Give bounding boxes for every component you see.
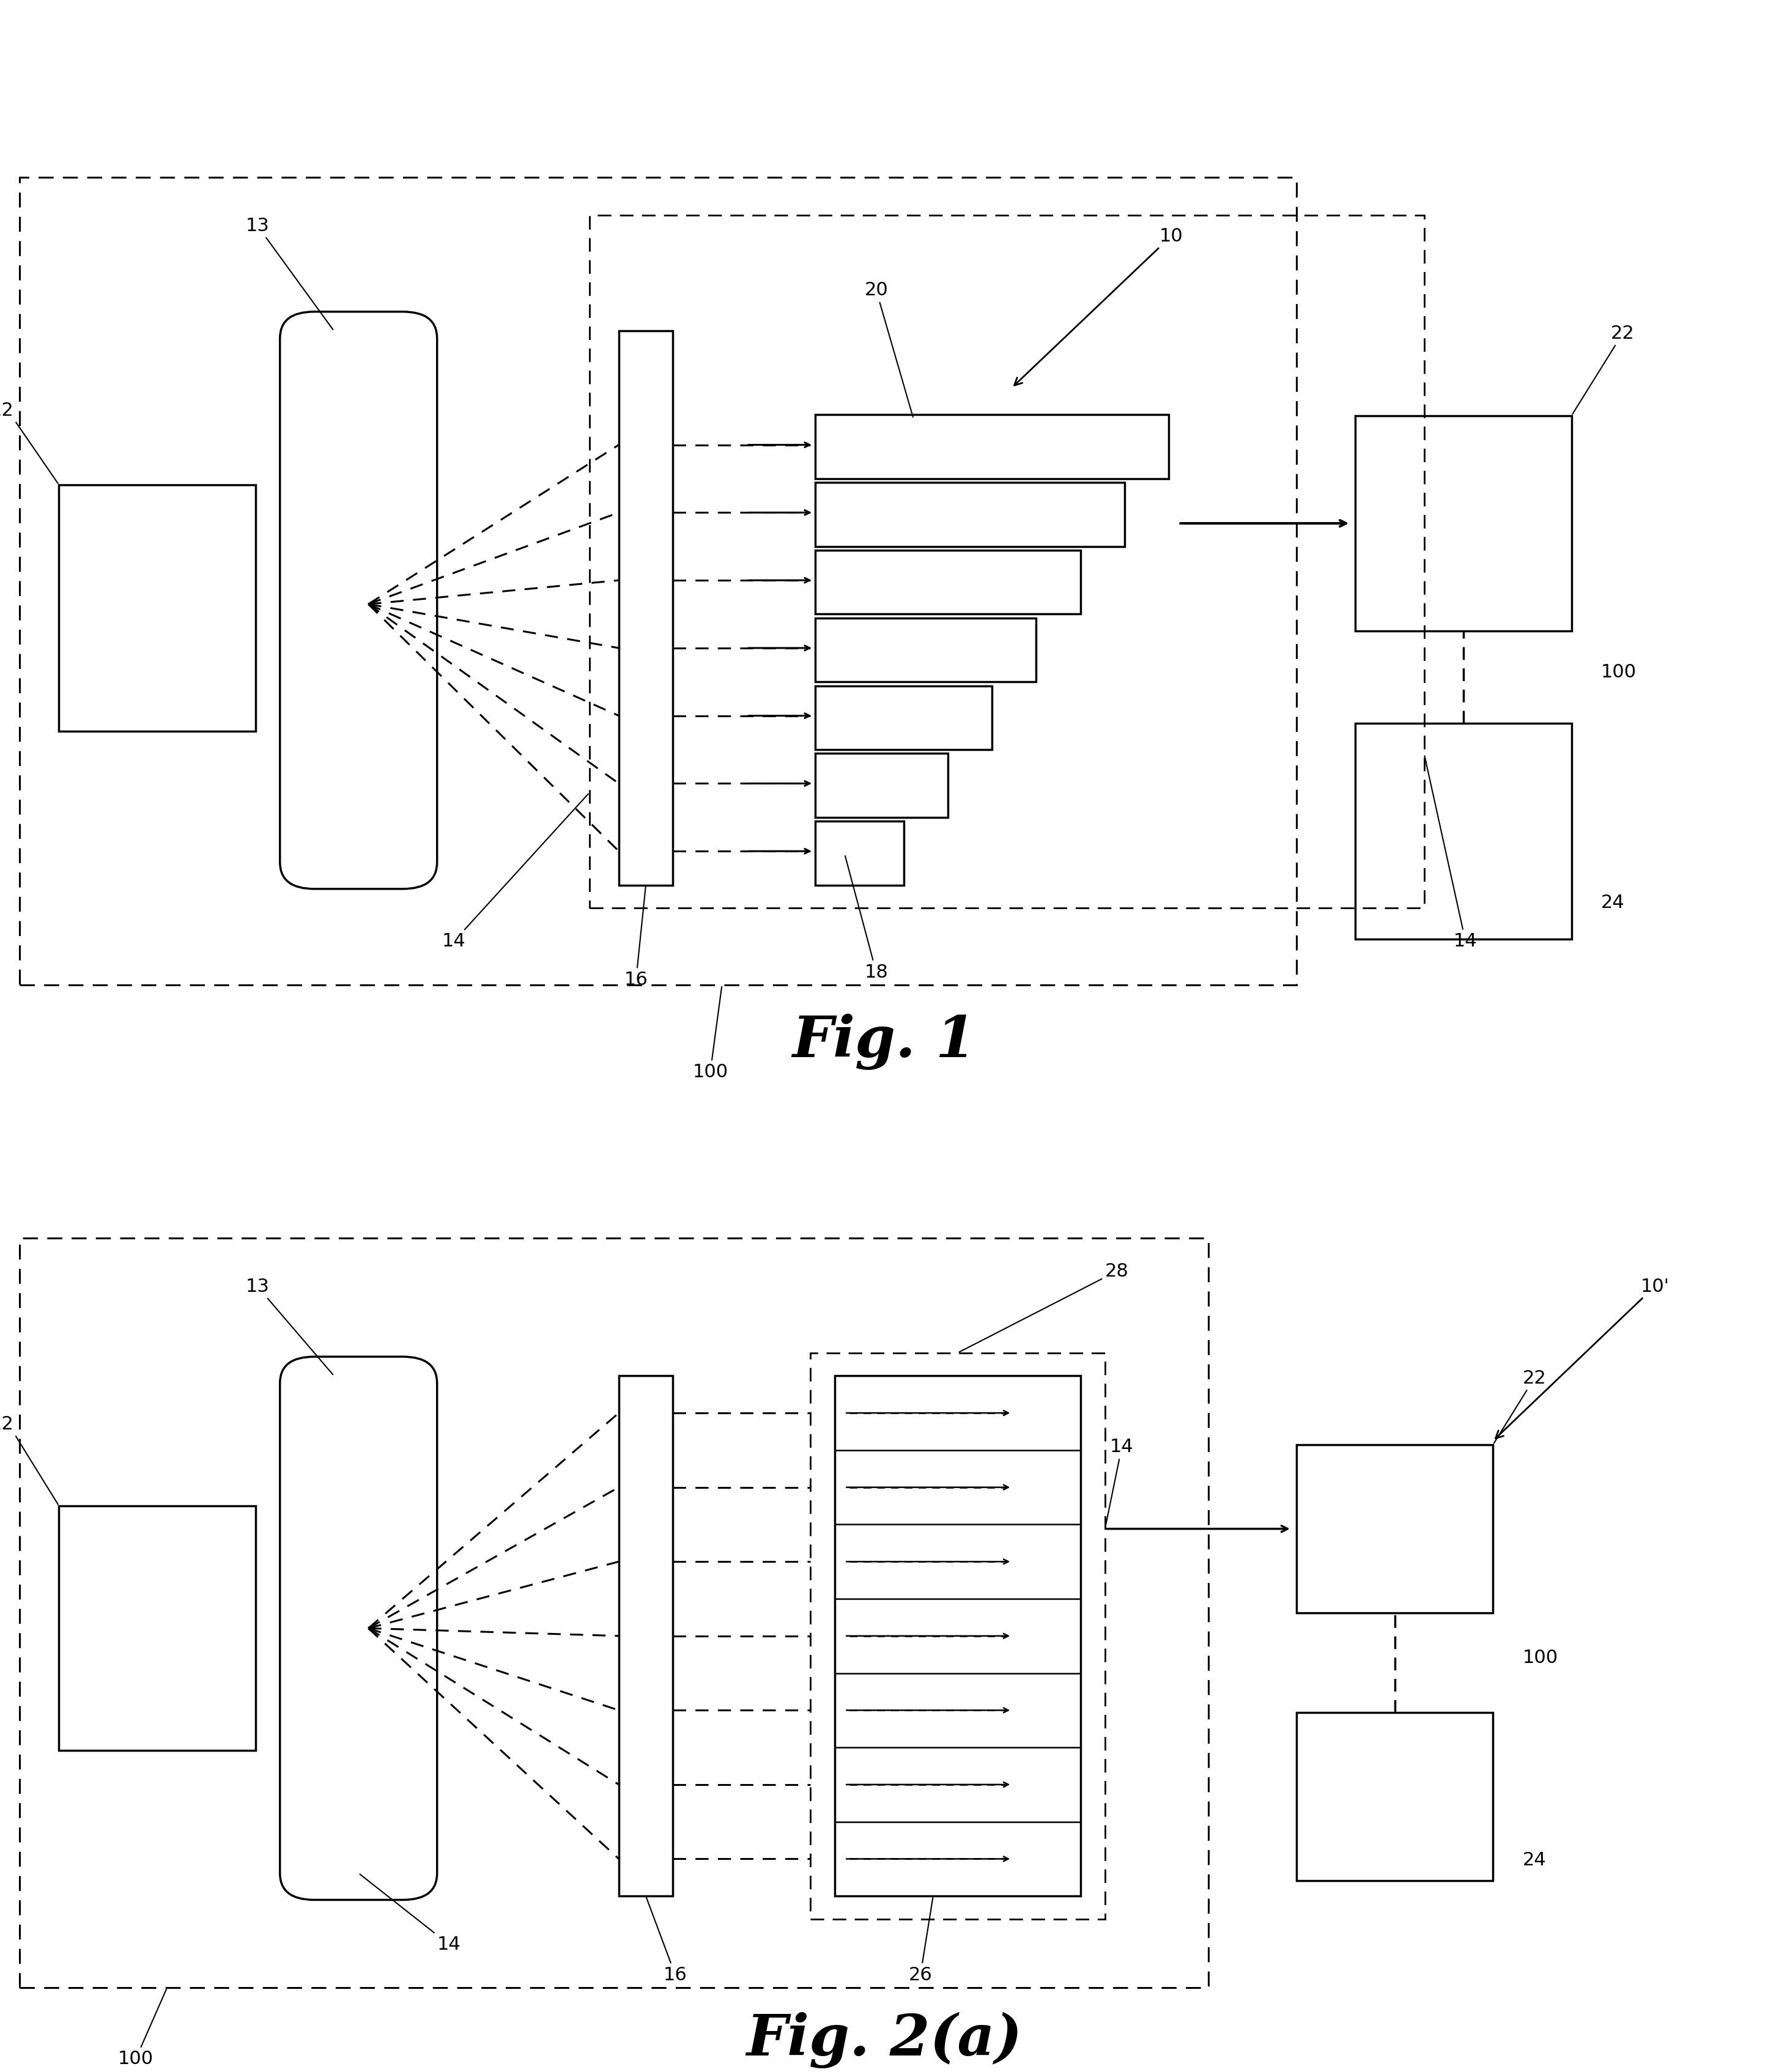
FancyBboxPatch shape bbox=[1296, 1711, 1492, 1881]
Text: 16: 16 bbox=[624, 887, 647, 988]
FancyBboxPatch shape bbox=[279, 311, 437, 889]
FancyBboxPatch shape bbox=[58, 1506, 255, 1751]
Text: 26: 26 bbox=[909, 1898, 934, 1983]
FancyBboxPatch shape bbox=[815, 617, 1036, 682]
FancyBboxPatch shape bbox=[619, 332, 674, 885]
Text: 13: 13 bbox=[246, 1278, 332, 1374]
FancyBboxPatch shape bbox=[815, 754, 948, 816]
Text: 22: 22 bbox=[1572, 325, 1635, 414]
Text: 14: 14 bbox=[1425, 756, 1478, 951]
Text: Fig. 1: Fig. 1 bbox=[792, 1013, 976, 1069]
FancyBboxPatch shape bbox=[619, 1376, 674, 1896]
Text: 12: 12 bbox=[0, 1415, 58, 1504]
Text: 100: 100 bbox=[1602, 663, 1637, 682]
Text: 18: 18 bbox=[845, 856, 888, 980]
Text: 20: 20 bbox=[865, 282, 912, 416]
Text: 16: 16 bbox=[647, 1898, 688, 1983]
Text: 10': 10' bbox=[1496, 1278, 1669, 1438]
FancyBboxPatch shape bbox=[1296, 1444, 1492, 1612]
Text: 14: 14 bbox=[442, 794, 589, 951]
FancyBboxPatch shape bbox=[1356, 723, 1572, 939]
FancyBboxPatch shape bbox=[279, 1357, 437, 1900]
FancyBboxPatch shape bbox=[815, 414, 1169, 479]
Text: 100: 100 bbox=[118, 1989, 166, 2068]
Text: 12: 12 bbox=[0, 402, 58, 483]
Text: 24: 24 bbox=[1522, 1852, 1547, 1869]
FancyBboxPatch shape bbox=[815, 483, 1124, 547]
FancyBboxPatch shape bbox=[815, 551, 1080, 613]
FancyBboxPatch shape bbox=[1356, 416, 1572, 632]
Text: 22: 22 bbox=[1494, 1370, 1547, 1444]
FancyBboxPatch shape bbox=[58, 485, 255, 731]
Text: 28: 28 bbox=[960, 1262, 1128, 1353]
FancyBboxPatch shape bbox=[815, 686, 992, 750]
Text: 24: 24 bbox=[1602, 893, 1625, 912]
Text: 100: 100 bbox=[693, 986, 728, 1082]
FancyBboxPatch shape bbox=[815, 821, 903, 885]
Text: 14: 14 bbox=[1105, 1438, 1133, 1527]
Text: 10: 10 bbox=[1015, 228, 1183, 385]
FancyBboxPatch shape bbox=[834, 1376, 1080, 1896]
Text: 14: 14 bbox=[361, 1875, 461, 1954]
Text: Fig. 2(a): Fig. 2(a) bbox=[746, 2012, 1022, 2068]
Text: 100: 100 bbox=[1522, 1649, 1558, 1666]
Text: 13: 13 bbox=[246, 218, 332, 329]
